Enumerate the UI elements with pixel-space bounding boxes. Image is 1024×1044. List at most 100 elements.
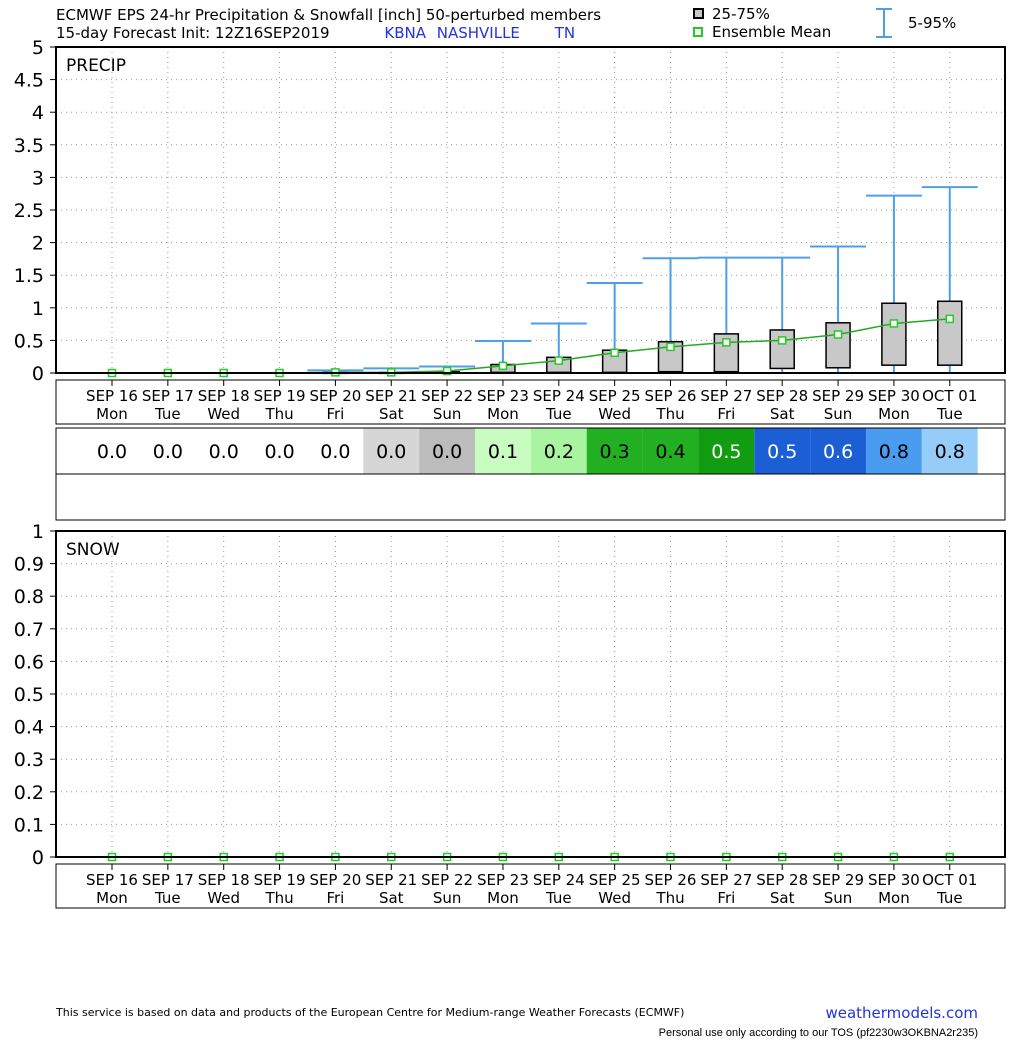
ensemble-mean-point [666,342,675,352]
x-tick-weekday: Thu [655,405,684,423]
y-tick-label: 0.1 [14,814,44,836]
x-tick-date: SEP 26 [645,387,697,405]
x-tick-weekday: Sun [433,889,462,907]
ensemble-mean-point [889,319,899,328]
iqr-box [769,329,795,370]
x-tick-date: SEP 26 [645,871,697,889]
x-tick-date: SEP 25 [589,387,641,405]
x-tick-date: SEP 28 [756,871,808,889]
value-cell [865,428,922,474]
x-tick-weekday: Wed [598,889,631,907]
value-cell-label: 0.3 [600,441,630,463]
value-cell [754,428,811,474]
value-cell [251,428,308,474]
value-cell [810,428,866,474]
x-tick-weekday: Sun [824,405,853,423]
x-tick-date: SEP 18 [198,871,250,889]
value-cell-label: 0.8 [935,441,965,463]
x-tick-weekday: Sat [379,889,404,907]
value-cell [530,428,587,474]
x-tick-date: OCT 01 [922,387,977,405]
y-tick-label: 0.4 [14,717,44,739]
y-tick-label: 0.9 [14,554,44,576]
panel-frame [55,530,1006,858]
x-tick-weekday: Mon [96,405,128,423]
station-name: NASHVILLE [436,24,520,42]
value-cell [586,428,643,474]
x-tick-weekday: Tue [154,405,181,423]
x-tick-date: SEP 18 [198,387,250,405]
value-cell-label: 0.0 [264,441,294,463]
x-tick-weekday: Wed [207,889,240,907]
x-tick-date: SEP 16 [86,387,138,405]
chart-subtitle: 15-day Forecast Init: 12Z16SEP2019 KBNA … [56,24,575,42]
x-axis-frame [55,863,1006,909]
value-cell-label: 0.5 [767,441,797,463]
x-tick-date: SEP 22 [421,871,473,889]
precip-value-table: 0.0 0.0 0.0 0.0 0.0 0.0 0.0 0.1 0.2 0.3 0.4 0.5 0.5 0… [55,427,1006,521]
x-tick-weekday: Wed [207,405,240,423]
x-tick-weekday: Fri [326,405,344,423]
x-tick-date: SEP 30 [868,871,920,889]
x-tick-weekday: Wed [598,405,631,423]
x-tick-weekday: Mon [878,889,910,907]
legend-whisker-label: 5-95% [908,14,956,32]
x-tick-date: SEP 20 [309,871,361,889]
x-tick-weekday: Sat [379,405,404,423]
site-link[interactable]: weathermodels.com [825,1004,978,1022]
y-tick-label: 0.3 [14,749,44,771]
x-tick-date: SEP 20 [309,387,361,405]
panel-label: SNOW [66,540,120,560]
chart-title: ECMWF EPS 24-hr Precipitation & Snowfall… [56,6,602,24]
value-cell-label: 0.0 [376,441,406,463]
x-tick-date: SEP 27 [700,871,752,889]
x-tick-weekday: Sat [770,889,795,907]
value-cell-label: 0.1 [488,441,518,463]
y-tick-label: 0.7 [14,619,44,641]
x-tick-date: SEP 29 [812,387,864,405]
value-cell [698,428,755,474]
x-tick-weekday: Fri [326,889,344,907]
ensemble-mean-point [833,330,843,339]
x-tick-date: SEP 24 [533,387,585,405]
value-cell [307,428,364,474]
y-tick-label: 0.5 [14,330,44,352]
iqr-box [825,322,851,369]
forecast-chart: 25-75% Ensemble Mean 5-95% 0 0.5 1 1.5 2 2.5 3… [14,5,1006,909]
value-cell-label: 0.0 [432,441,462,463]
ensemble-mean-point [442,366,452,376]
y-tick-label: 3.5 [14,135,44,157]
legend-mean-label: Ensemble Mean [712,23,831,41]
x-tick-date: SEP 21 [365,387,417,405]
x-tick-weekday: Sun [433,405,462,423]
x-tick-weekday: Tue [545,405,572,423]
x-tick-date: OCT 01 [922,871,977,889]
value-cell-label: 0.0 [97,441,127,463]
value-cell-label: 0.0 [153,441,183,463]
value-cell [84,428,140,474]
value-cell-label: 0.2 [544,441,574,463]
value-cell [363,428,420,474]
ecmwf-disclaimer: This service is based on data and produc… [56,1006,685,1019]
x-tick-weekday: Mon [487,889,519,907]
x-tick-weekday: Tue [545,889,572,907]
x-tick-date: SEP 17 [142,387,194,405]
value-cell-label: 0.6 [823,441,853,463]
legend-whisker-swatch [876,8,892,38]
x-tick-weekday: Tue [936,405,963,423]
y-tick-label: 2.5 [14,200,44,222]
x-tick-weekday: Tue [154,889,181,907]
value-cell [419,428,476,474]
x-tick-weekday: Sat [770,405,795,423]
x-tick-weekday: Thu [264,889,293,907]
y-tick-label: 1 [32,298,44,320]
value-cell-label: 0.5 [711,441,741,463]
ensemble-mean-point [498,361,508,371]
x-tick-weekday: Thu [264,405,293,423]
station-id: KBNA [384,24,426,42]
value-cell-label: 0.4 [655,441,685,463]
value-cell [475,428,531,474]
x-tick-weekday: Thu [655,889,684,907]
